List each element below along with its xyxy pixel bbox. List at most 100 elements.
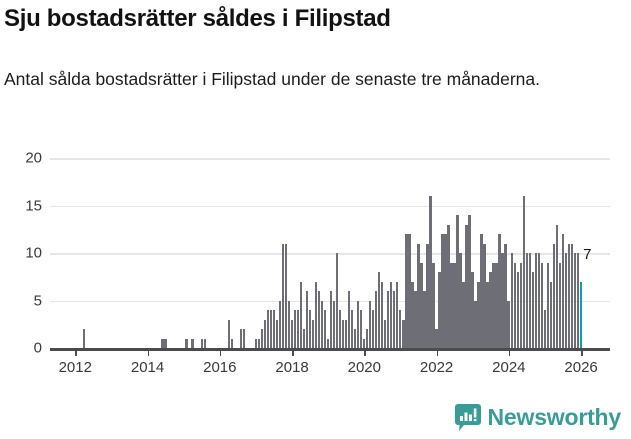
bar (341, 319, 345, 348)
bar (480, 234, 483, 348)
bar (492, 262, 495, 348)
bar (465, 224, 468, 348)
bar (227, 319, 230, 348)
bar (483, 243, 486, 348)
bar (272, 310, 276, 348)
bar (552, 243, 555, 348)
bar (468, 215, 471, 348)
bar (263, 319, 267, 348)
bar (257, 338, 261, 348)
bar (459, 253, 462, 348)
bar (354, 329, 357, 348)
bar (347, 291, 351, 348)
bar (549, 281, 552, 348)
bar (372, 310, 375, 348)
bar (567, 243, 571, 348)
x-axis-tick-label: 2020 (347, 359, 381, 376)
x-axis-line (50, 348, 610, 351)
bar (338, 310, 342, 348)
bar (384, 319, 387, 348)
bar (164, 338, 167, 348)
bar (540, 262, 543, 348)
bar (411, 281, 414, 348)
y-axis: 0 5 10 15 20 (0, 150, 42, 357)
bar (369, 300, 372, 348)
bar (287, 300, 291, 348)
highlight-value-label: 7 (583, 245, 592, 263)
bar (239, 329, 242, 348)
bar (438, 272, 441, 348)
bar (323, 310, 327, 348)
bar (381, 281, 384, 348)
x-axis-tick-mark (292, 348, 294, 356)
bar (366, 329, 369, 348)
bar (387, 291, 390, 348)
bar (516, 272, 519, 348)
bar (378, 272, 381, 348)
bar (423, 291, 426, 348)
bar (504, 243, 507, 348)
bar (399, 310, 402, 348)
bar (281, 243, 285, 348)
bar (555, 224, 558, 348)
bar (543, 310, 546, 348)
bar (471, 272, 474, 348)
bar (417, 243, 420, 348)
bar (534, 253, 537, 348)
newsworthy-logo-text: Newsworthy (487, 404, 622, 430)
plot-area: 7 (50, 158, 610, 348)
x-axis-tick-mark (508, 348, 511, 356)
bar (441, 234, 444, 348)
bar (426, 243, 429, 348)
bar (275, 319, 279, 348)
bar-chart: 0 5 10 15 20 7 2012 2014 2016 2018 2020 2022 2024 2… (0, 140, 631, 390)
bar (525, 253, 528, 348)
x-axis-tick-mark (581, 348, 583, 356)
bar (561, 234, 564, 348)
bar (576, 253, 580, 348)
bar (293, 310, 297, 348)
bar (444, 234, 447, 348)
bar (564, 253, 568, 348)
bar (486, 281, 489, 348)
bar (408, 234, 411, 348)
bar (200, 338, 203, 348)
bar (326, 338, 330, 348)
bar (296, 310, 300, 348)
x-axis-tick-mark (364, 348, 366, 356)
bar (290, 319, 294, 348)
bar (191, 338, 194, 348)
x-axis-tick-label: 2022 (419, 359, 454, 376)
page-subtitle: Antal sålda bostadsrätter i Filipstad un… (4, 69, 541, 89)
bar (393, 291, 396, 348)
bar (375, 291, 378, 348)
bar (573, 253, 577, 348)
bar (299, 281, 303, 348)
bar (363, 338, 366, 348)
bar (314, 281, 318, 348)
bar (447, 224, 450, 348)
bar-highlighted (579, 281, 583, 348)
bar (335, 253, 339, 348)
bar (308, 310, 312, 348)
bar (405, 234, 408, 348)
bar (203, 338, 206, 348)
bar (513, 262, 516, 348)
y-axis-tick-label: 5 (33, 292, 42, 309)
bar (501, 253, 504, 348)
bar (269, 310, 273, 348)
bar (462, 281, 465, 348)
bar (420, 262, 423, 348)
bar (329, 291, 333, 348)
bar (360, 310, 363, 348)
bar (396, 281, 399, 348)
bar (311, 319, 315, 348)
bar (453, 262, 456, 348)
bar (83, 329, 86, 348)
bar (302, 329, 306, 348)
bar (456, 215, 459, 348)
footer: Newsworthy (0, 395, 631, 435)
bar (284, 243, 288, 348)
x-axis-tick-mark (147, 348, 150, 356)
bar (498, 234, 501, 348)
